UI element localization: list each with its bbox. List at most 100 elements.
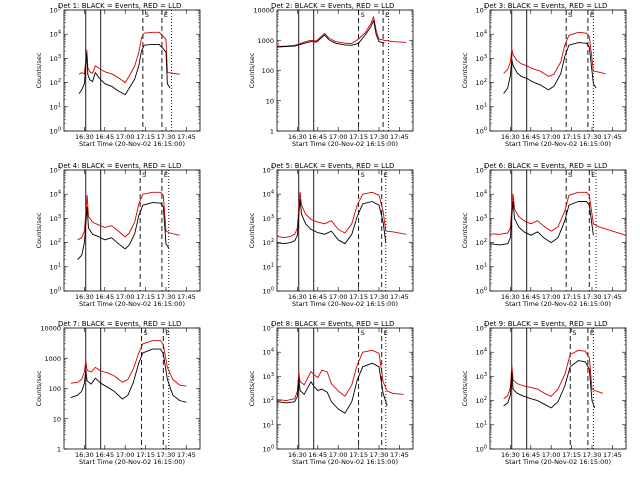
y-tick-label: 101 xyxy=(50,102,61,111)
lld-series-line xyxy=(77,191,180,241)
y-tick-label: 104 xyxy=(263,348,274,357)
plot-frame xyxy=(489,9,627,132)
y-axis-label: Counts/sec xyxy=(35,52,43,88)
y-tick-label: 104 xyxy=(476,30,487,39)
time-marker-label: S xyxy=(361,329,365,337)
x-tick-label: 16:30 xyxy=(501,293,520,301)
y-axis-label: Counts/sec xyxy=(461,212,469,248)
y-tick-label: 10 xyxy=(266,97,274,105)
time-marker-label: E xyxy=(384,171,388,179)
y-tick-label: 103 xyxy=(263,372,274,381)
x-tick-label: 17:30 xyxy=(157,133,176,141)
y-tick-label: 102 xyxy=(263,238,274,247)
time-marker-label: S xyxy=(572,329,576,337)
y-tick-label: 101 xyxy=(476,102,487,111)
plot-frame xyxy=(489,327,627,450)
x-tick-label: 17:15 xyxy=(349,451,368,459)
x-tick-label: 16:45 xyxy=(521,133,540,141)
lld-series-line xyxy=(503,31,606,77)
y-axis-label: Counts/sec xyxy=(35,370,43,406)
x-tick-label: 16:30 xyxy=(501,451,520,459)
y-tick-label: 103 xyxy=(50,54,61,63)
time-marker-label: E xyxy=(591,171,595,179)
x-axis-label: Start Time (20-Nov-02 16:15:00) xyxy=(292,458,398,466)
x-tick-label: 17:30 xyxy=(370,293,389,301)
x-axis-label: Start Time (20-Nov-02 16:15:00) xyxy=(505,458,611,466)
x-tick-label: 16:45 xyxy=(308,293,327,301)
time-marker-label: E xyxy=(164,171,168,179)
x-tick-label: 17:30 xyxy=(583,133,602,141)
y-tick-label: 101 xyxy=(476,262,487,271)
time-marker-label: S xyxy=(142,171,146,179)
y-tick-label: 105 xyxy=(476,166,487,175)
y-tick-label: 103 xyxy=(476,54,487,63)
x-axis-label: Start Time (20-Nov-02 16:15:00) xyxy=(79,300,185,308)
panel-title: Det 3: BLACK = Events, RED = LLD xyxy=(484,2,607,10)
y-tick-label: 102 xyxy=(476,78,487,87)
y-tick-label: 100 xyxy=(262,67,274,75)
panel-title: Det 2: BLACK = Events, RED = LLD xyxy=(271,2,394,10)
x-tick-label: 17:15 xyxy=(136,133,155,141)
y-tick-label: 102 xyxy=(263,396,274,405)
x-tick-label: 16:45 xyxy=(521,293,540,301)
x-tick-label: 16:30 xyxy=(288,133,307,141)
y-tick-label: 100 xyxy=(263,445,274,454)
x-tick-label: 16:45 xyxy=(95,293,114,301)
x-tick-label: 17:15 xyxy=(136,451,155,459)
y-tick-label: 101 xyxy=(263,262,274,271)
panel-title: Det 9: BLACK = Events, RED = LLD xyxy=(484,320,607,328)
events-series-line xyxy=(276,199,387,245)
y-tick-label: 105 xyxy=(263,324,274,333)
x-tick-label: 16:30 xyxy=(75,451,94,459)
y-tick-label: 104 xyxy=(476,348,487,357)
x-tick-label: 16:45 xyxy=(521,451,540,459)
y-tick-label: 1000 xyxy=(44,355,61,363)
y-tick-label: 104 xyxy=(263,190,274,199)
x-tick-label: 17:30 xyxy=(370,451,389,459)
y-tick-label: 102 xyxy=(476,238,487,247)
y-tick-label: 10 xyxy=(53,415,61,423)
x-tick-label: 17:15 xyxy=(562,451,581,459)
events-series-line xyxy=(503,42,597,94)
events-series-line xyxy=(489,201,594,246)
panel-title: Det 7: BLACK = Events, RED = LLD xyxy=(58,320,181,328)
panel-title: Det 8: BLACK = Events, RED = LLD xyxy=(271,320,394,328)
y-tick-label: 100 xyxy=(49,385,61,393)
time-marker-label: E xyxy=(590,11,594,19)
panel-det5: Det 5: BLACK = Events, RED = LLD 100 101 10… xyxy=(248,162,414,308)
y-tick-label: 105 xyxy=(476,6,487,15)
x-tick-label: 17:00 xyxy=(329,133,348,141)
x-axis-label: Start Time (20-Nov-02 16:15:00) xyxy=(292,140,398,148)
x-axis-label: Start Time (20-Nov-02 16:15:00) xyxy=(505,140,611,148)
time-marker-label: S xyxy=(144,329,148,337)
x-axis-label: Start Time (20-Nov-02 16:15:00) xyxy=(79,458,185,466)
time-marker-label: E xyxy=(590,329,594,337)
events-series-line xyxy=(503,360,596,409)
events-series-line xyxy=(70,348,187,403)
x-tick-label: 17:15 xyxy=(349,293,368,301)
time-marker-label: S xyxy=(361,11,365,19)
x-tick-label: 17:45 xyxy=(603,451,622,459)
x-tick-label: 17:15 xyxy=(349,133,368,141)
x-tick-label: 16:30 xyxy=(75,293,94,301)
y-tick-label: 1 xyxy=(57,446,61,454)
time-marker-label: E xyxy=(384,329,388,337)
panel-det9: Det 9: BLACK = Events, RED = LLD 100 101 10… xyxy=(461,320,627,466)
y-tick-label: 102 xyxy=(476,396,487,405)
time-marker-label: S xyxy=(568,11,572,19)
y-tick-label: 103 xyxy=(50,214,61,223)
y-tick-label: 100 xyxy=(476,127,487,136)
x-tick-label: 16:30 xyxy=(75,133,94,141)
time-marker-label: E xyxy=(385,11,389,19)
x-tick-label: 17:30 xyxy=(583,451,602,459)
x-tick-label: 17:00 xyxy=(542,293,561,301)
y-tick-label: 104 xyxy=(476,190,487,199)
plot-frame xyxy=(276,327,414,450)
x-axis-label: Start Time (20-Nov-02 16:15:00) xyxy=(292,300,398,308)
x-tick-label: 17:15 xyxy=(562,133,581,141)
x-tick-label: 16:30 xyxy=(501,133,520,141)
panel-title: Det 4: BLACK = Events, RED = LLD xyxy=(58,162,181,170)
panel-title: Det 5: BLACK = Events, RED = LLD xyxy=(271,162,394,170)
events-series-line xyxy=(78,43,171,96)
